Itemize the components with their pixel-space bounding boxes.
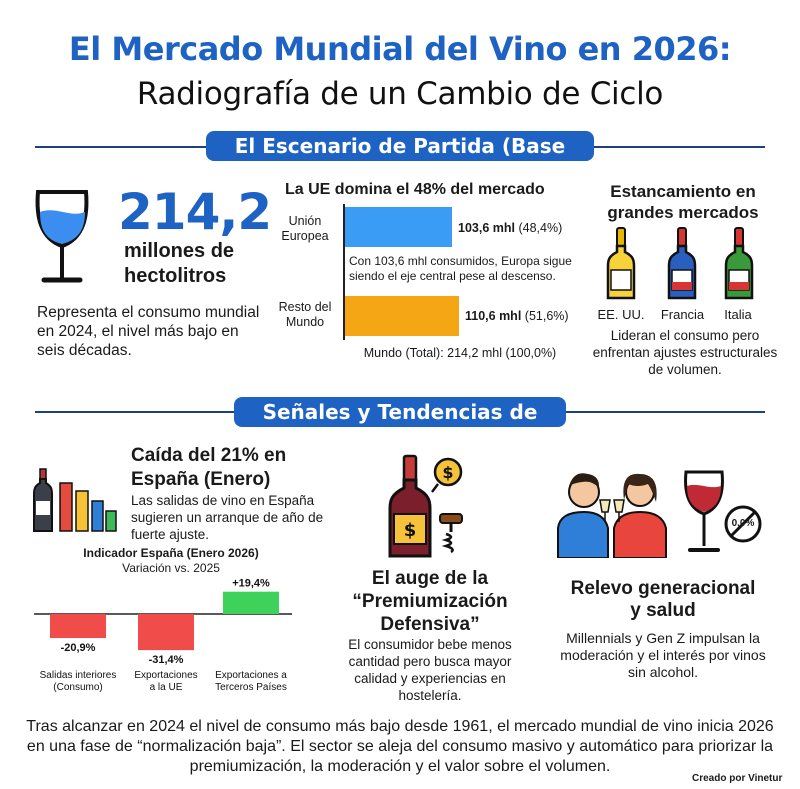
eu-chart-axis bbox=[343, 204, 345, 340]
spain-bar-category-label-2: Exportaciones bbox=[134, 670, 197, 681]
couple-toasting-icon bbox=[557, 473, 667, 558]
spain-bars-bottle-icon bbox=[33, 468, 117, 532]
spain-bar-1 bbox=[50, 614, 106, 639]
rest-bar-category: Resto del Mundo bbox=[278, 300, 332, 329]
consumption-unit-line2: hectolitros bbox=[124, 265, 227, 287]
country-label-france: Francia bbox=[660, 307, 705, 322]
generational-title: Relevo generacional y salud bbox=[570, 578, 756, 621]
spain-bar-value-label-2: -31,4% bbox=[149, 654, 184, 666]
credit-label: Creado por Vinetur bbox=[692, 773, 783, 784]
spain-bar-value-label-1: -20,9% bbox=[61, 642, 96, 654]
bottle-france-icon bbox=[667, 227, 697, 300]
consumption-description: Representa el consumo mundial en 2024, e… bbox=[37, 304, 260, 359]
page-title: El Mercado Mundial del Vino en 2026: bbox=[68, 30, 732, 68]
svg-text:$: $ bbox=[404, 520, 417, 541]
eu-chart-note: Con 103,6 mhl consumidos, Europa sigue s… bbox=[349, 254, 572, 283]
red-wine-glass-icon bbox=[684, 470, 724, 552]
premium-description: El consumidor bebe menos cantidad pero b… bbox=[348, 637, 512, 703]
spain-indicator-chart: -20,9% Salidas interiores(Consumo) -31,4% E… bbox=[34, 578, 292, 693]
generational-description: Millennials y Gen Z impulsan la moderaci… bbox=[560, 630, 766, 680]
wine-glass-icon bbox=[35, 190, 89, 283]
stagnation-description: Lideran el consumo pero enfrentan ajuste… bbox=[592, 328, 778, 377]
section-banner-tendencias-2026: Señales y Tendencias de 2026 bbox=[234, 397, 566, 454]
spain-title: Caída del 21% en España (Enero) bbox=[131, 445, 287, 490]
spain-bar-category-label-2: a la UE bbox=[150, 682, 183, 693]
premium-title: El auge de la “Premiumización Defensiva” bbox=[352, 568, 508, 635]
spain-bar-value-label-3: +19,4% bbox=[232, 578, 270, 590]
consumption-value: 214,2 bbox=[118, 183, 272, 241]
eu-bar-category: Unión Europea bbox=[281, 214, 329, 243]
spain-bar-category-label-3: Terceros Países bbox=[215, 682, 287, 693]
svg-text:$: $ bbox=[442, 463, 453, 482]
summary-paragraph: Tras alcanzar en 2024 el nivel de consum… bbox=[26, 718, 774, 775]
eu-bar bbox=[345, 207, 452, 247]
rest-bar-value-label: 110,6 mhl (51,6%) bbox=[465, 309, 569, 323]
spain-bar-2 bbox=[138, 614, 194, 651]
stagnation-title: Estancamiento en grandes mercados bbox=[607, 182, 759, 222]
bottle-usa-icon bbox=[606, 227, 636, 300]
zero-alcohol-badge: 0,0% bbox=[731, 518, 755, 529]
eu-chart-title: La UE domina el 48% del mercado bbox=[285, 181, 545, 198]
spain-bar-category-label-3: Exportaciones a bbox=[215, 670, 287, 681]
section-banner-base-2024: El Escenario de Partida (Base 2024) bbox=[206, 131, 594, 188]
no-alcohol-icon bbox=[724, 505, 762, 543]
country-label-italy: Italia bbox=[724, 307, 752, 322]
spain-bar-3 bbox=[223, 591, 279, 614]
country-label-usa: EE. UU. bbox=[597, 307, 645, 322]
spain-chart-subtitle: Variación vs. 2025 bbox=[122, 561, 220, 575]
page-subtitle: Radiografía de un Cambio de Ciclo bbox=[136, 76, 664, 112]
rest-bar bbox=[345, 296, 459, 336]
eu-bar-value-label: 103,6 mhl (48,4%) bbox=[458, 221, 563, 235]
wine-bottle-corkscrew-icon: $ $ bbox=[388, 454, 463, 558]
bottle-italy-icon bbox=[724, 227, 754, 300]
spain-chart-title: Indicador España (Enero 2026) bbox=[83, 546, 259, 560]
spain-description: Las salidas de vino en España sugieren u… bbox=[131, 493, 324, 542]
eu-chart-total: Mundo (Total): 214,2 mhl (100,0%) bbox=[363, 346, 557, 360]
spain-bar-category-label-1: Salidas interiores bbox=[40, 670, 117, 681]
consumption-unit-line1: millones de bbox=[124, 240, 235, 262]
spain-bar-category-label-1: (Consumo) bbox=[53, 682, 102, 693]
